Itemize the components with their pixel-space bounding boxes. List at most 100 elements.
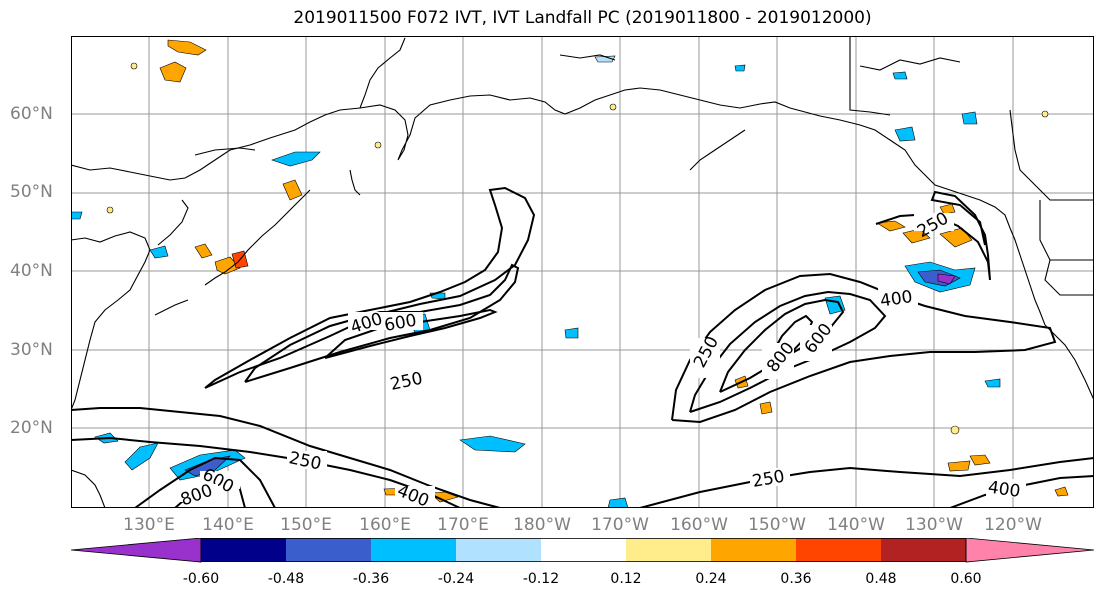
coastline-korea bbox=[157, 199, 189, 246]
positive-patch bbox=[947, 460, 971, 472]
contour-labels: 400 600 250 250 400 600 800 250 250 400 … bbox=[178, 208, 1026, 508]
lon-label-150w: 150°W bbox=[748, 515, 806, 535]
colorbar-segment bbox=[201, 538, 286, 562]
lon-label-160e: 160°E bbox=[359, 515, 411, 535]
lon-label-180w: 180°W bbox=[513, 515, 571, 535]
colorbar-tick-label: 0.60 bbox=[950, 571, 982, 587]
negative-patch bbox=[937, 273, 956, 285]
lon-label-150e: 150°E bbox=[280, 515, 332, 535]
positive-patch bbox=[759, 401, 773, 415]
coastline bbox=[559, 54, 616, 61]
positive-patch bbox=[130, 62, 138, 70]
positive-patch bbox=[939, 203, 956, 215]
lon-label-140e: 140°E bbox=[202, 515, 254, 535]
negative-patch bbox=[734, 64, 746, 72]
negative-patch bbox=[594, 55, 616, 63]
negative-patch bbox=[961, 111, 978, 125]
coastline bbox=[689, 129, 746, 171]
colorbar-frame bbox=[200, 538, 967, 562]
coastline-china bbox=[71, 231, 151, 411]
border-alaska bbox=[849, 36, 891, 116]
contour-label-bg bbox=[395, 486, 435, 504]
contour-label-bg bbox=[287, 451, 327, 469]
coastline-japan-south bbox=[154, 299, 189, 316]
colorbar-tick-label: 0.24 bbox=[695, 571, 727, 587]
colorbar bbox=[71, 538, 1094, 563]
negative-patch bbox=[564, 327, 579, 339]
positive-patch bbox=[939, 227, 973, 248]
border-states bbox=[1044, 259, 1094, 296]
contour-label-bg bbox=[914, 213, 954, 231]
colorbar-tick-label: -0.36 bbox=[352, 571, 390, 587]
positive-patch bbox=[194, 243, 213, 259]
positive-patch bbox=[1054, 486, 1069, 497]
colorbar-segment bbox=[456, 538, 541, 562]
contour-label-bg bbox=[178, 484, 218, 502]
lat-label-30n: 30°N bbox=[10, 340, 53, 360]
lon-label-140w: 140°W bbox=[827, 515, 885, 535]
contour-label-bg bbox=[878, 288, 918, 306]
colorbar-segment bbox=[796, 538, 881, 562]
positive-patch bbox=[1041, 110, 1049, 118]
negative-patch bbox=[894, 126, 916, 142]
contour-label-bg bbox=[690, 338, 720, 378]
lat-label-60n: 60°N bbox=[10, 104, 53, 124]
colorbar-segment bbox=[626, 538, 711, 562]
contour-label: 600 bbox=[383, 311, 418, 336]
contour-label: 250 bbox=[751, 467, 786, 492]
lat-label-20n: 20°N bbox=[10, 418, 53, 438]
colorbar-extend-high bbox=[965, 538, 1094, 563]
lon-label-130e: 130°E bbox=[123, 515, 175, 535]
positive-patch bbox=[950, 425, 960, 435]
contour-250 bbox=[639, 457, 1094, 508]
coastline-japan bbox=[204, 189, 311, 286]
contour-label: 400 bbox=[987, 478, 1022, 502]
coastline bbox=[859, 57, 961, 71]
colorbar-extend-low bbox=[71, 538, 202, 563]
positive-patch bbox=[282, 179, 303, 201]
coastlines bbox=[71, 36, 1094, 508]
lon-label-170w: 170°W bbox=[591, 515, 649, 535]
colorbar-tick-label: 0.48 bbox=[865, 571, 897, 587]
negative-patch bbox=[124, 442, 159, 471]
lat-label-40n: 40°N bbox=[10, 261, 53, 281]
lon-label-170e: 170°E bbox=[437, 515, 489, 535]
positive-patch bbox=[214, 256, 241, 275]
positive-patch bbox=[167, 39, 207, 56]
contour-label-bg bbox=[348, 312, 388, 330]
border-states bbox=[1039, 200, 1094, 261]
lat-label-50n: 50°N bbox=[10, 182, 53, 202]
colorbar-segment bbox=[541, 538, 626, 562]
contour-label-bg bbox=[762, 343, 794, 379]
contour-label-bg bbox=[800, 325, 832, 361]
negative-patch bbox=[271, 151, 321, 167]
contour-label: 400 bbox=[879, 287, 914, 311]
colorbar-segment bbox=[286, 538, 371, 562]
colorbar-tick-label: 0.12 bbox=[610, 571, 642, 587]
negative-patch bbox=[892, 71, 908, 80]
contour-250 bbox=[204, 186, 536, 389]
negative-patch bbox=[984, 378, 1001, 388]
coastline bbox=[349, 169, 361, 196]
lon-label-130w: 130°W bbox=[905, 515, 963, 535]
contour-400 bbox=[244, 263, 520, 383]
lon-label-120w: 120°W bbox=[984, 515, 1042, 535]
contour-label-bg bbox=[383, 312, 423, 330]
coastline bbox=[194, 147, 256, 156]
positive-patch bbox=[106, 206, 114, 214]
pc-shading bbox=[71, 39, 1069, 508]
colorbar-tick-label: -0.60 bbox=[182, 571, 220, 587]
contour-250 bbox=[71, 407, 501, 508]
negative-patch bbox=[149, 245, 169, 259]
map-title: 2019011500 F072 IVT, IVT Landfall PC (20… bbox=[293, 8, 872, 28]
colorbar-tick-label: -0.48 bbox=[267, 571, 305, 587]
contour-label-bg bbox=[986, 479, 1026, 497]
coastline-philippines bbox=[71, 469, 106, 508]
negative-patch bbox=[607, 497, 629, 508]
lon-label-160w: 160°W bbox=[670, 515, 728, 535]
coastline bbox=[359, 37, 406, 109]
positive-patch bbox=[374, 141, 382, 149]
positive-patch bbox=[969, 454, 991, 466]
positive-patch bbox=[609, 103, 617, 111]
contour-label-bg bbox=[750, 468, 790, 486]
